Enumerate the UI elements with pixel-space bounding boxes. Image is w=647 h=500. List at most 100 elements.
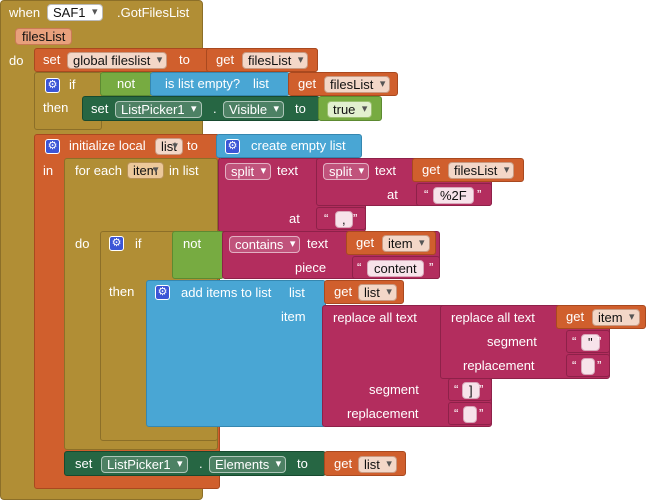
split-dropdown[interactable]: split [225, 163, 272, 180]
replacement-socket-label: replacement [463, 358, 535, 373]
to-label: to [295, 101, 306, 116]
quote-close: ” [597, 358, 602, 373]
get-label: get [356, 235, 375, 250]
list-socket-label: list [253, 76, 269, 91]
in-label: in [43, 163, 54, 178]
text-literal-block-quote[interactable]: “ " ” [566, 330, 610, 353]
get-list-block[interactable]: get list [324, 280, 404, 304]
at-socket-label: at [387, 187, 398, 202]
item-socket-label: item [281, 309, 306, 324]
get-var-dropdown[interactable]: list [358, 284, 397, 301]
initialize-local-label: initialize local [69, 138, 146, 153]
property-dropdown-elements[interactable]: Elements [209, 456, 287, 473]
split-dropdown[interactable]: split [323, 163, 370, 180]
gear-icon[interactable]: ⚙ [109, 236, 124, 251]
get-fileslist-block[interactable]: get filesList [288, 72, 398, 96]
get-var-dropdown[interactable]: filesList [448, 162, 515, 179]
add-items-label: add items to list [181, 285, 272, 300]
get-label: get [566, 309, 585, 324]
local-var-name-field[interactable]: list [155, 138, 183, 155]
text-literal-block-2f[interactable]: “ %2F ” [416, 183, 492, 206]
text-field-quote[interactable]: " [581, 334, 600, 351]
gear-icon[interactable]: ⚙ [155, 285, 170, 300]
text-socket-label: text [375, 163, 396, 178]
get-label: get [298, 76, 317, 91]
segment-socket-label: segment [369, 382, 419, 397]
in-list-label: in list [169, 163, 199, 178]
to-label: to [179, 52, 190, 67]
boolean-dropdown-true[interactable]: true [327, 101, 373, 118]
at-socket-label: at [289, 211, 300, 226]
get-item-block[interactable]: get item [556, 305, 646, 329]
if-label: if [69, 77, 76, 92]
param-fileslist[interactable]: filesList [15, 28, 73, 45]
set-label: set [75, 456, 93, 471]
when-label: when [9, 5, 41, 20]
not-block[interactable]: not [100, 72, 152, 96]
get-fileslist-block[interactable]: get filesList [412, 158, 524, 182]
replacement-socket-label: replacement [347, 406, 419, 421]
text-literal-block-content[interactable]: “ content ” [352, 256, 440, 279]
create-empty-list-label: create empty list [251, 138, 346, 153]
gear-icon[interactable]: ⚙ [45, 139, 60, 154]
to-label: to [297, 456, 308, 471]
true-block[interactable]: true [318, 96, 382, 121]
quote-close: ” [597, 334, 602, 349]
property-dropdown-visible[interactable]: Visible [223, 101, 285, 118]
not-label: not [183, 236, 202, 251]
global-var-dropdown[interactable]: global fileslist [67, 52, 168, 69]
item-var-name-field[interactable]: item [127, 162, 164, 179]
get-label: get [334, 284, 353, 299]
component-dropdown-saf1[interactable]: SAF1 [47, 4, 103, 21]
text-field-empty[interactable] [581, 358, 595, 375]
set-label: set [91, 101, 109, 116]
get-var-dropdown[interactable]: list [358, 456, 397, 473]
component-dropdown-listpicker1[interactable]: ListPicker1 [115, 101, 202, 118]
get-label: get [422, 162, 441, 177]
quote-open: “ [324, 211, 329, 226]
text-literal-block-comma[interactable]: “ , ” [316, 207, 366, 230]
quote-open: “ [572, 358, 577, 373]
text-field-2f[interactable]: %2F [433, 187, 474, 204]
component-dropdown-listpicker1[interactable]: ListPicker1 [101, 456, 188, 473]
dot-label: . [199, 456, 203, 471]
set-listpicker-elements-block[interactable]: set ListPicker1 . Elements to [64, 451, 326, 476]
text-field-comma[interactable]: , [335, 211, 353, 228]
quote-open: “ [357, 260, 362, 275]
set-listpicker-visible-block[interactable]: set ListPicker1 . Visible to [82, 96, 320, 121]
gear-icon[interactable]: ⚙ [45, 78, 60, 93]
get-var-dropdown[interactable]: filesList [324, 76, 391, 93]
text-socket-label: text [307, 236, 328, 251]
quote-close: ” [479, 382, 484, 397]
text-literal-block-bracket[interactable]: “ ] ” [448, 378, 492, 401]
text-literal-block-empty[interactable]: “ ” [448, 402, 492, 425]
text-literal-block-empty[interactable]: “ ” [566, 354, 610, 377]
get-var-dropdown[interactable]: item [382, 235, 430, 252]
quote-close: ” [479, 406, 484, 421]
get-item-block[interactable]: get item [346, 231, 436, 255]
create-empty-list-block[interactable]: ⚙ create empty list [216, 134, 362, 158]
text-field-bracket[interactable]: ] [462, 382, 480, 399]
then-label: then [43, 100, 69, 115]
gear-icon[interactable]: ⚙ [225, 139, 240, 154]
do-label: do [75, 236, 90, 251]
get-fileslist-block[interactable]: get filesList [206, 48, 318, 72]
add-items-to-list-block[interactable]: ⚙ add items to list list item [146, 280, 326, 427]
replace-all-text-label: replace all text [451, 310, 535, 325]
text-field-content[interactable]: content [367, 260, 424, 277]
text-field-empty[interactable] [463, 406, 477, 423]
get-var-dropdown[interactable]: item [592, 309, 640, 326]
dot-label: . [213, 101, 217, 116]
contains-dropdown[interactable]: contains [229, 236, 301, 253]
quote-open: “ [572, 334, 577, 349]
not-block[interactable]: not [172, 231, 224, 279]
get-list-block[interactable]: get list [324, 451, 406, 476]
then-label: then [109, 284, 135, 299]
quote-close: ” [477, 187, 482, 202]
if-label: if [135, 236, 142, 251]
is-list-empty-block[interactable]: is list empty? list [150, 72, 290, 96]
get-var-dropdown[interactable]: filesList [242, 52, 309, 69]
quote-open: “ [454, 406, 459, 421]
piece-socket-label: piece [295, 260, 327, 275]
get-label: get [216, 52, 235, 67]
